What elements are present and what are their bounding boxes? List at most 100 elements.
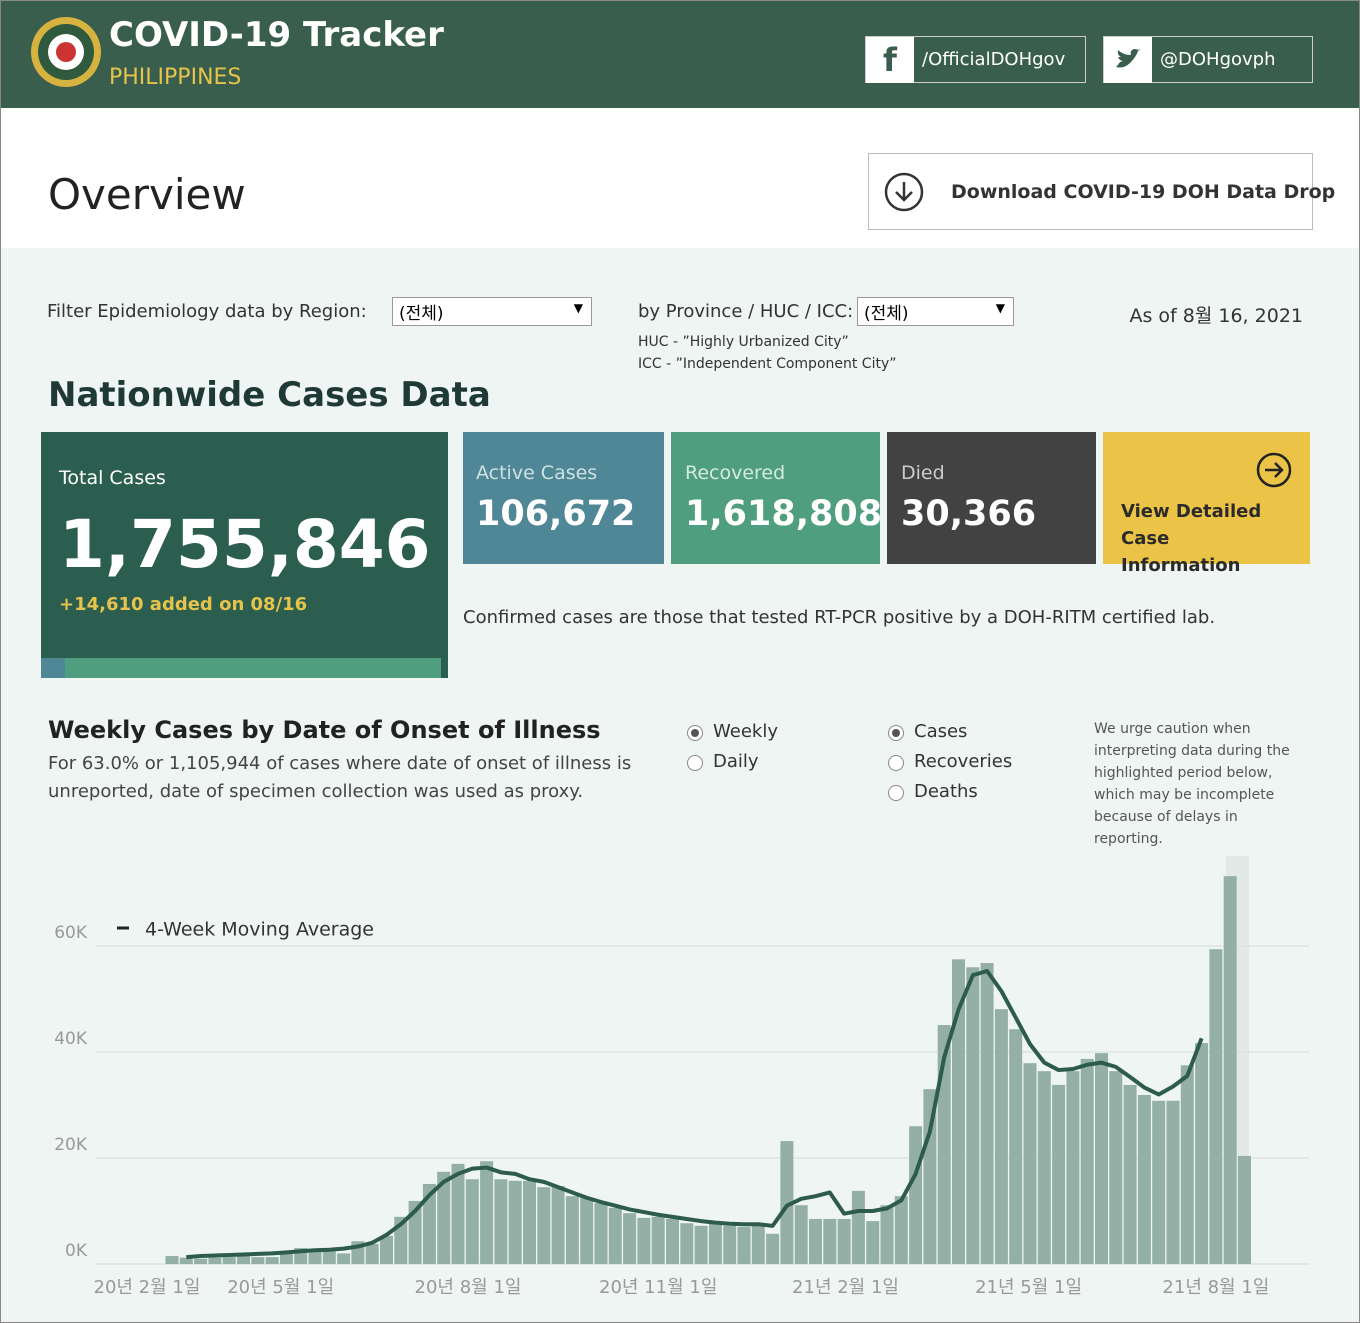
- view-detail-label: View Detailed Case Information: [1121, 501, 1262, 576]
- bar: [1080, 1058, 1094, 1264]
- bar: [1109, 1071, 1123, 1264]
- died-value: 30,366: [901, 494, 1037, 534]
- radio-button[interactable]: [888, 755, 904, 771]
- bar: [508, 1180, 522, 1264]
- bar: [952, 959, 965, 1264]
- overview-bar: Overview Download COVID-19 DOH Data Drop: [1, 108, 1359, 248]
- bar: [751, 1224, 765, 1264]
- bar: [666, 1218, 679, 1264]
- y-tick-label: 0K: [65, 1241, 88, 1261]
- bar: [1123, 1084, 1137, 1264]
- bar: [222, 1257, 236, 1264]
- bar: [708, 1221, 722, 1264]
- bar: [465, 1179, 479, 1264]
- bar: [551, 1186, 565, 1264]
- bar: [565, 1196, 579, 1264]
- x-tick-label: 20년 8월 1일: [415, 1277, 522, 1298]
- bar: [794, 1205, 808, 1264]
- died-card: Died 30,366: [887, 432, 1096, 564]
- caution-note: We urge caution when interpreting data d…: [1094, 721, 1290, 847]
- x-tick-label: 21년 5월 1일: [975, 1277, 1082, 1298]
- active-label: Active Cases: [476, 462, 598, 484]
- bar: [523, 1180, 536, 1264]
- bar: [651, 1216, 665, 1264]
- bar: [894, 1196, 908, 1264]
- bar: [623, 1213, 637, 1264]
- bar: [1009, 1029, 1023, 1264]
- bar: [480, 1161, 494, 1264]
- bar: [1238, 1155, 1251, 1264]
- bar-recovered: [65, 658, 441, 678]
- bar: [179, 1257, 193, 1264]
- x-tick-label: 20년 5월 1일: [227, 1277, 334, 1298]
- bar: [365, 1243, 379, 1264]
- bar: [1180, 1065, 1194, 1264]
- region-value: (전체): [399, 304, 444, 324]
- bar: [694, 1225, 708, 1264]
- bar: [1066, 1071, 1080, 1264]
- radio-button[interactable]: [888, 725, 904, 741]
- total-added: +14,610 added on 08/16: [59, 594, 308, 615]
- y-tick-label: 60K: [54, 923, 88, 943]
- y-tick-label: 20K: [54, 1135, 88, 1155]
- bar: [265, 1257, 279, 1264]
- bar: [680, 1223, 694, 1264]
- x-tick-label: 21년 2월 1일: [792, 1277, 899, 1298]
- bar: [980, 963, 994, 1264]
- bar: [251, 1257, 265, 1264]
- bar: [380, 1235, 393, 1264]
- bar: [966, 967, 980, 1264]
- bar: [594, 1203, 608, 1264]
- bar: [451, 1163, 465, 1264]
- bar: [737, 1226, 751, 1264]
- weekly-title: Weekly Cases by Date of Onset of Illness: [48, 716, 601, 744]
- radio-label: Daily: [713, 751, 759, 772]
- facebook-handle: /OfficialDOHgov: [922, 49, 1066, 70]
- bar: [1223, 876, 1237, 1264]
- radio-button[interactable]: [687, 755, 703, 771]
- region-dropdown[interactable]: (전체) ▼: [392, 297, 592, 326]
- twitter-link[interactable]: @DOHgovph: [1103, 36, 1313, 83]
- bar: [909, 1126, 923, 1264]
- x-tick-label: 21년 8월 1일: [1162, 1277, 1269, 1298]
- recovered-value: 1,618,808: [685, 494, 883, 534]
- bar: [608, 1207, 622, 1264]
- x-tick-label: 20년 11월 1일: [599, 1277, 717, 1298]
- bar: [165, 1256, 179, 1264]
- died-label: Died: [901, 462, 945, 484]
- twitter-handle: @DOHgovph: [1160, 49, 1276, 70]
- bar: [923, 1089, 937, 1264]
- download-button[interactable]: Download COVID-19 DOH Data Drop: [868, 153, 1335, 230]
- bar: [809, 1218, 822, 1264]
- bar: [194, 1258, 208, 1264]
- view-detail-card[interactable]: View Detailed Case Information: [1103, 432, 1310, 576]
- radio-button[interactable]: [687, 725, 703, 741]
- recovered-card: Recovered 1,618,808: [671, 432, 883, 564]
- bar: [494, 1179, 508, 1264]
- x-tick-label: 20년 2월 1일: [94, 1277, 201, 1298]
- bar: [1209, 949, 1223, 1264]
- download-label: Download COVID-19 DOH Data Drop: [951, 181, 1336, 203]
- bar: [1023, 1063, 1037, 1264]
- province-dropdown[interactable]: (전체) ▼: [857, 297, 1014, 326]
- radio-label: Cases: [914, 721, 968, 742]
- bar: [337, 1253, 351, 1264]
- icc-note: ICC - ”Independent Component City”: [638, 356, 897, 372]
- bar: [880, 1205, 894, 1264]
- facebook-link[interactable]: f /OfficialDOHgov: [865, 36, 1086, 83]
- radio-button[interactable]: [888, 785, 904, 801]
- total-label: Total Cases: [59, 467, 166, 489]
- bar: [1166, 1100, 1180, 1264]
- total-cases-card: Total Cases 1,755,846 +14,610 added on 0…: [41, 432, 448, 678]
- bar: [851, 1190, 865, 1264]
- bar: [1137, 1094, 1151, 1264]
- active-value: 106,672: [476, 494, 636, 534]
- bar: [437, 1171, 451, 1264]
- province-filter-label: by Province / HUC / ICC:: [638, 301, 854, 322]
- bar: [208, 1257, 222, 1264]
- twitter-icon: [1104, 37, 1152, 83]
- bar: [1037, 1071, 1051, 1264]
- moving-average-line: [186, 968, 1204, 1260]
- arrow-icon: [1256, 452, 1292, 488]
